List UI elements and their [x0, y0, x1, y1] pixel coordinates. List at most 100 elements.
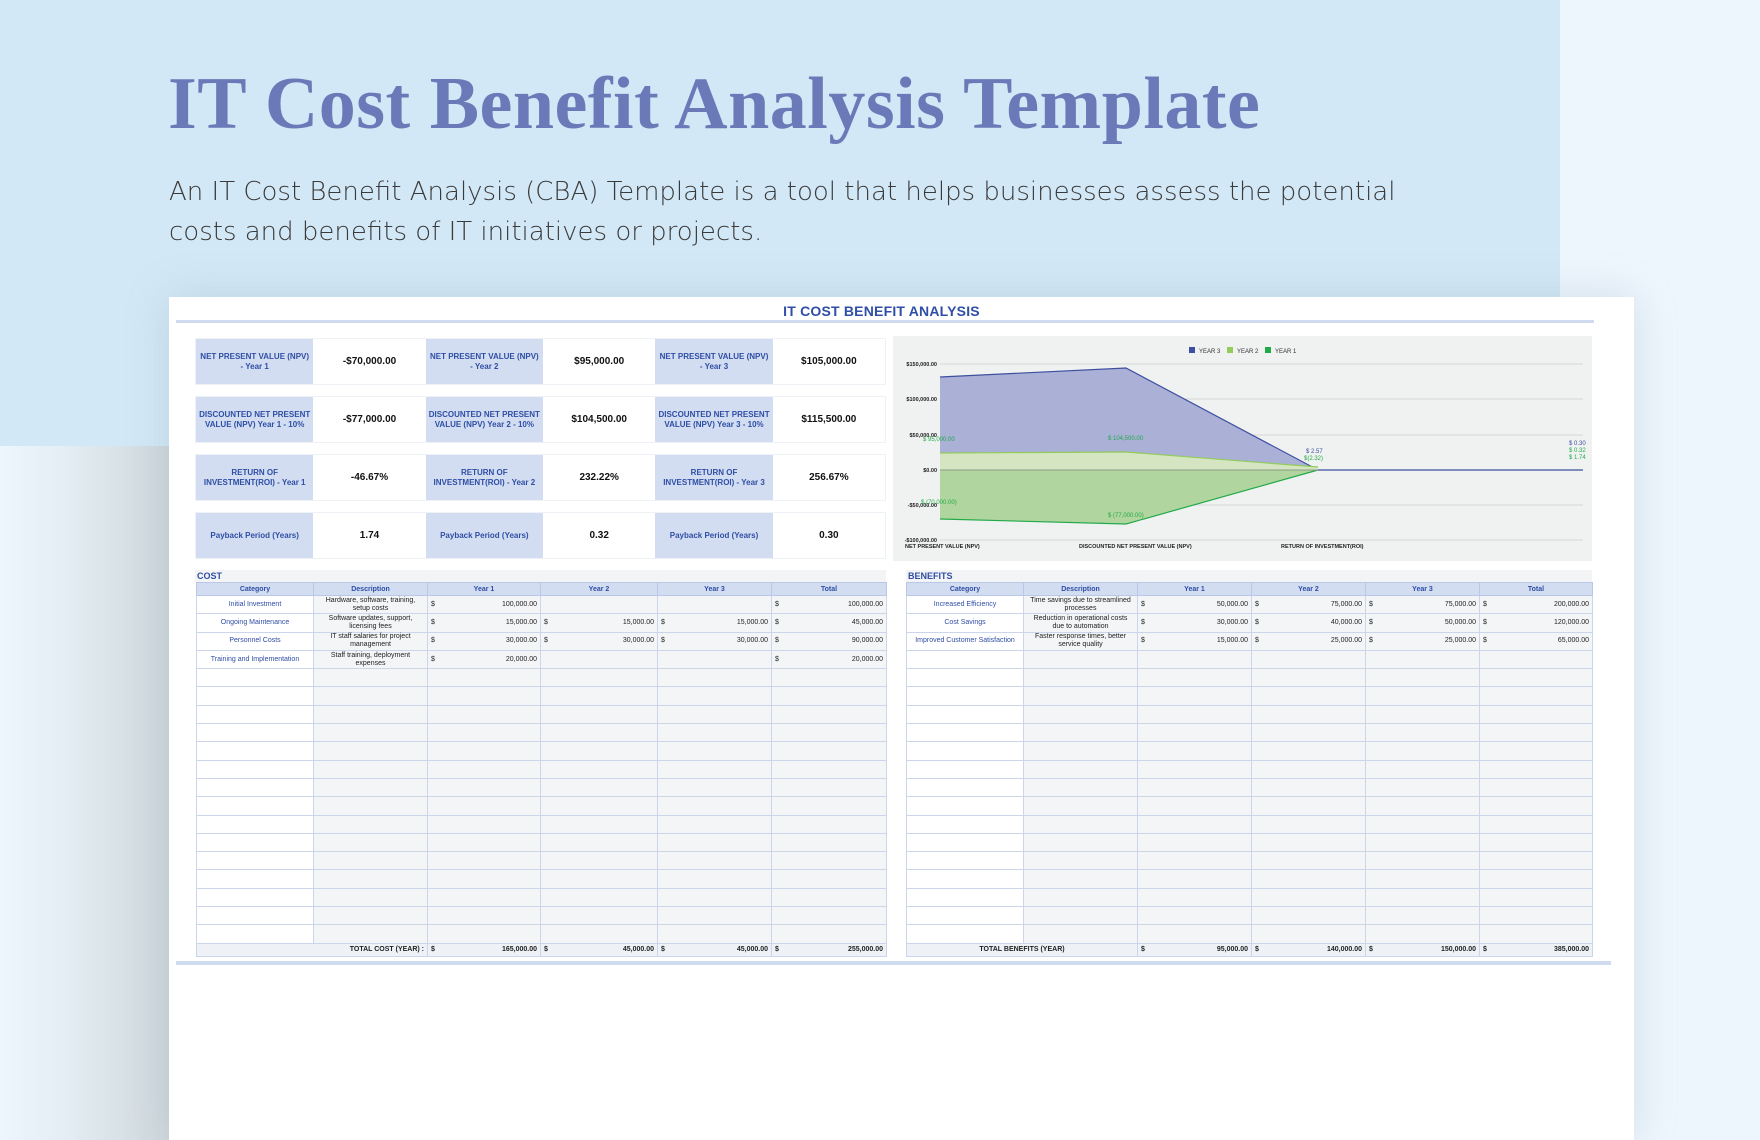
amount-cell[interactable]: $45,000.00	[771, 613, 887, 633]
empty-cell[interactable]	[313, 723, 428, 743]
empty-cell[interactable]	[1365, 686, 1480, 706]
empty-cell[interactable]	[540, 796, 658, 816]
empty-cell[interactable]	[771, 869, 887, 889]
empty-cell[interactable]	[1479, 832, 1593, 853]
kpi-value[interactable]: $105,000.00	[772, 339, 886, 384]
amount-cell[interactable]: $385,000.00	[1479, 942, 1593, 957]
amount-cell[interactable]: $45,000.00	[540, 942, 658, 957]
empty-cell[interactable]	[1023, 887, 1138, 908]
amount-cell[interactable]: $75,000.00	[1365, 594, 1480, 615]
amount-cell[interactable]: $15,000.00	[427, 613, 541, 633]
empty-cell[interactable]	[313, 869, 428, 889]
empty-cell[interactable]	[771, 704, 887, 725]
empty-cell[interactable]	[1479, 704, 1593, 725]
category-cell[interactable]: Initial Investment	[196, 594, 314, 615]
description-cell[interactable]: Time savings due to streamlined processe…	[1023, 594, 1138, 615]
empty-cell[interactable]	[906, 723, 1024, 743]
empty-cell[interactable]	[1365, 924, 1480, 944]
empty-cell[interactable]	[540, 686, 658, 706]
empty-cell[interactable]	[1023, 924, 1138, 944]
description-cell[interactable]: Software updates, support, licensing fee…	[313, 613, 428, 633]
empty-cell[interactable]	[427, 887, 541, 908]
empty-cell[interactable]	[196, 704, 314, 725]
empty-cell[interactable]	[1365, 723, 1480, 743]
empty-cell[interactable]	[1137, 741, 1252, 761]
empty-cell[interactable]	[540, 869, 658, 889]
empty-cell[interactable]	[1023, 796, 1138, 816]
empty-cell[interactable]	[1365, 649, 1480, 670]
empty-cell[interactable]	[657, 777, 772, 798]
empty-cell[interactable]	[771, 686, 887, 706]
empty-cell[interactable]	[196, 924, 314, 944]
empty-cell[interactable]	[1137, 887, 1252, 908]
empty-cell[interactable]	[1251, 814, 1366, 834]
empty-cell[interactable]	[1479, 759, 1593, 779]
empty-cell[interactable]	[1365, 668, 1480, 688]
empty-cell[interactable]	[427, 741, 541, 761]
category-cell[interactable]: Ongoing Maintenance	[196, 613, 314, 633]
empty-cell[interactable]	[313, 668, 428, 688]
kpi-value[interactable]: 0.32	[543, 513, 656, 558]
empty-cell[interactable]	[1137, 796, 1252, 816]
empty-cell[interactable]	[771, 796, 887, 816]
amount-cell[interactable]: $40,000.00	[1251, 613, 1366, 633]
description-cell[interactable]: Reduction in operational costs due to au…	[1023, 613, 1138, 633]
empty-cell[interactable]	[427, 777, 541, 798]
amount-cell[interactable]: $30,000.00	[427, 631, 541, 651]
amount-cell[interactable]: $15,000.00	[657, 613, 772, 633]
empty-cell[interactable]	[1365, 796, 1480, 816]
kpi-value[interactable]: $104,500.00	[543, 397, 656, 442]
empty-cell[interactable]	[427, 906, 541, 926]
empty-cell[interactable]	[1365, 869, 1480, 889]
amount-cell[interactable]	[657, 649, 772, 670]
empty-cell[interactable]	[771, 851, 887, 871]
empty-cell[interactable]	[771, 924, 887, 944]
empty-cell[interactable]	[1137, 649, 1252, 670]
empty-cell[interactable]	[1023, 686, 1138, 706]
kpi-value[interactable]: -46.67%	[313, 455, 426, 500]
empty-cell[interactable]	[427, 759, 541, 779]
empty-cell[interactable]	[1251, 832, 1366, 853]
empty-cell[interactable]	[313, 686, 428, 706]
amount-cell[interactable]: $255,000.00	[771, 942, 887, 957]
empty-cell[interactable]	[427, 869, 541, 889]
empty-cell[interactable]	[657, 924, 772, 944]
empty-cell[interactable]	[540, 832, 658, 853]
empty-cell[interactable]	[1137, 759, 1252, 779]
empty-cell[interactable]	[1251, 796, 1366, 816]
empty-cell[interactable]	[906, 832, 1024, 853]
empty-cell[interactable]	[1251, 723, 1366, 743]
empty-cell[interactable]	[1023, 741, 1138, 761]
empty-cell[interactable]	[1251, 686, 1366, 706]
empty-cell[interactable]	[1251, 704, 1366, 725]
empty-cell[interactable]	[1365, 906, 1480, 926]
amount-cell[interactable]: $165,000.00	[427, 942, 541, 957]
empty-cell[interactable]	[427, 668, 541, 688]
amount-cell[interactable]: $50,000.00	[1137, 594, 1252, 615]
empty-cell[interactable]	[540, 704, 658, 725]
empty-cell[interactable]	[1479, 869, 1593, 889]
empty-cell[interactable]	[1137, 668, 1252, 688]
column-header[interactable]: Total	[771, 582, 887, 596]
category-cell[interactable]: Increased Efficiency	[906, 594, 1024, 615]
empty-cell[interactable]	[313, 814, 428, 834]
empty-cell[interactable]	[313, 777, 428, 798]
empty-cell[interactable]	[1137, 832, 1252, 853]
empty-cell[interactable]	[196, 777, 314, 798]
empty-cell[interactable]	[1137, 851, 1252, 871]
category-cell[interactable]: Cost Savings	[906, 613, 1024, 633]
empty-cell[interactable]	[1365, 704, 1480, 725]
empty-cell[interactable]	[1365, 887, 1480, 908]
empty-cell[interactable]	[1251, 924, 1366, 944]
empty-cell[interactable]	[1023, 668, 1138, 688]
empty-cell[interactable]	[1251, 649, 1366, 670]
empty-cell[interactable]	[1023, 814, 1138, 834]
amount-cell[interactable]: $30,000.00	[540, 631, 658, 651]
amount-cell[interactable]: $100,000.00	[771, 594, 887, 615]
empty-cell[interactable]	[1479, 887, 1593, 908]
empty-cell[interactable]	[906, 759, 1024, 779]
empty-cell[interactable]	[313, 887, 428, 908]
empty-cell[interactable]	[657, 668, 772, 688]
empty-cell[interactable]	[1023, 869, 1138, 889]
empty-cell[interactable]	[1023, 777, 1138, 798]
